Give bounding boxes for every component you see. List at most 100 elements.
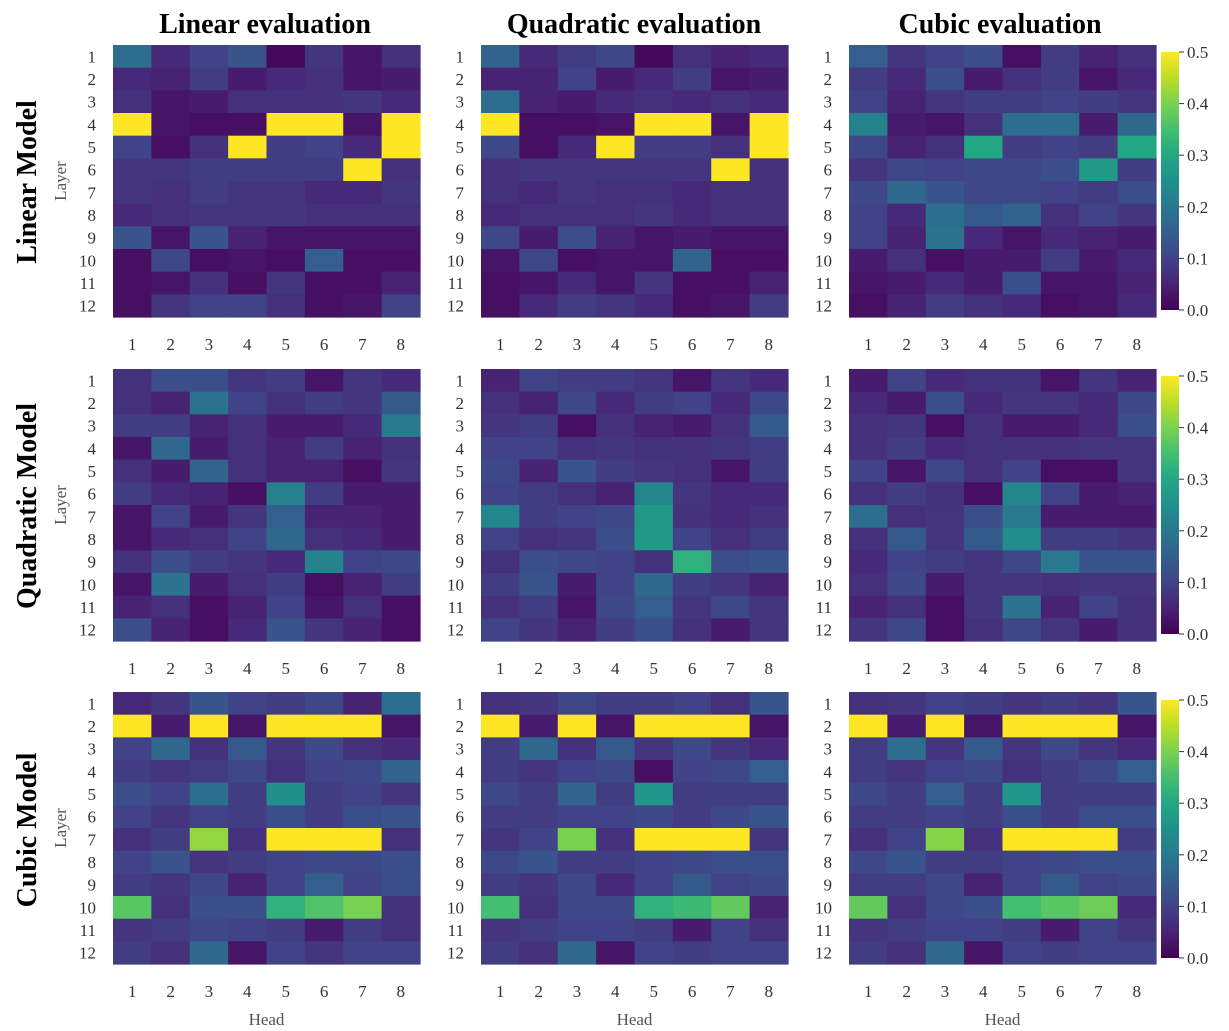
heatmap-cell bbox=[381, 226, 421, 250]
colorbar-tick-label: 0.3 bbox=[1187, 794, 1208, 813]
heatmap-cell bbox=[481, 737, 520, 761]
heatmap-cell bbox=[266, 459, 306, 483]
heatmap-cell bbox=[1079, 45, 1119, 69]
heatmap-cell bbox=[1040, 437, 1080, 461]
heatmap-cell bbox=[481, 918, 520, 942]
heatmap-cell bbox=[151, 896, 191, 920]
heatmap-cell bbox=[189, 203, 229, 227]
heatmap-cell bbox=[151, 437, 191, 461]
heatmap-cell bbox=[1040, 873, 1080, 897]
heatmap-cell bbox=[596, 760, 636, 784]
heatmap-cell bbox=[964, 226, 1004, 250]
heatmap-cell bbox=[151, 249, 191, 273]
heatmap-cell bbox=[266, 527, 306, 551]
heatmap-cell bbox=[519, 527, 559, 551]
heatmap-cell bbox=[189, 158, 229, 182]
heatmap-cell bbox=[749, 618, 789, 642]
heatmap-cell bbox=[557, 181, 597, 205]
heatmap-cell bbox=[519, 941, 559, 965]
heatmap-cell bbox=[964, 158, 1004, 182]
y-tick-label: 9 bbox=[824, 553, 833, 572]
heatmap-cell bbox=[304, 573, 344, 597]
heatmap-cell bbox=[189, 873, 229, 897]
heatmap-cell bbox=[113, 805, 152, 829]
heatmap-cell bbox=[711, 437, 751, 461]
heatmap-cell bbox=[634, 573, 674, 597]
heatmap-cell bbox=[113, 850, 152, 874]
heatmap-cell bbox=[634, 828, 674, 852]
y-axis-label: Layer bbox=[51, 808, 70, 848]
heatmap-cell bbox=[672, 550, 712, 574]
heatmap-cell bbox=[964, 271, 1004, 295]
x-tick-label: 6 bbox=[688, 335, 697, 354]
heatmap-cell bbox=[925, 692, 965, 716]
y-tick-label: 4 bbox=[824, 762, 833, 781]
heatmap-cell bbox=[749, 249, 789, 273]
heatmap-cell bbox=[925, 203, 965, 227]
y-tick-label: 7 bbox=[824, 507, 833, 526]
heatmap-cell bbox=[596, 271, 636, 295]
heatmap-cell bbox=[887, 828, 927, 852]
heatmap-cell bbox=[228, 896, 268, 920]
heatmap-cell bbox=[381, 714, 421, 738]
heatmap-cell bbox=[1079, 527, 1119, 551]
heatmap-cell bbox=[113, 737, 152, 761]
colorbar-tick-label: 0.2 bbox=[1187, 198, 1208, 217]
x-tick-label: 7 bbox=[726, 335, 735, 354]
heatmap-cell bbox=[266, 550, 306, 574]
heatmap-cell bbox=[481, 550, 520, 574]
y-tick-label: 11 bbox=[448, 274, 464, 293]
heatmap-cell bbox=[1117, 896, 1157, 920]
y-tick-label: 5 bbox=[824, 462, 833, 481]
y-tick-label: 8 bbox=[88, 206, 97, 225]
heatmap-cell bbox=[228, 850, 268, 874]
y-tick-label: 11 bbox=[816, 921, 832, 940]
heatmap-cell bbox=[519, 873, 559, 897]
heatmap-cell bbox=[519, 67, 559, 91]
heatmap-cell bbox=[304, 113, 344, 137]
heatmap-cell bbox=[887, 527, 927, 551]
heatmap-cell bbox=[925, 782, 965, 806]
heatmap-cell bbox=[304, 850, 344, 874]
heatmap-cell bbox=[1040, 760, 1080, 784]
heatmap-cell bbox=[1079, 692, 1119, 716]
heatmap-cell bbox=[596, 45, 636, 69]
heatmap-cell bbox=[481, 203, 520, 227]
colorbar-gradient bbox=[1161, 376, 1179, 634]
heatmap-cell bbox=[596, 896, 636, 920]
heatmap-cell bbox=[964, 294, 1004, 318]
colorbar-tick-label: 0.1 bbox=[1187, 897, 1208, 916]
heatmap-cell bbox=[925, 158, 965, 182]
heatmap-cell bbox=[151, 550, 191, 574]
heatmap-cell bbox=[189, 760, 229, 784]
heatmap-cell bbox=[557, 760, 597, 784]
heatmap-cell bbox=[304, 714, 344, 738]
y-tick-label: 12 bbox=[815, 621, 832, 640]
y-tick-label: 12 bbox=[79, 944, 96, 963]
heatmap-cell bbox=[189, 805, 229, 829]
heatmap-cell bbox=[749, 760, 789, 784]
heatmap-cell bbox=[228, 873, 268, 897]
heatmap-cell bbox=[964, 618, 1004, 642]
heatmap-cell bbox=[266, 67, 306, 91]
y-tick-label: 4 bbox=[456, 115, 465, 134]
heatmap-cell bbox=[634, 527, 674, 551]
colorbar-tick-label: 0.5 bbox=[1187, 691, 1208, 710]
x-tick-label: 5 bbox=[649, 659, 658, 678]
x-tick-label: 1 bbox=[128, 659, 137, 678]
heatmap-cell bbox=[481, 692, 520, 716]
colorbar-tick-label: 0.1 bbox=[1187, 249, 1208, 268]
y-tick-label: 4 bbox=[824, 115, 833, 134]
heatmap-cell bbox=[1040, 828, 1080, 852]
heatmap-cell bbox=[481, 527, 520, 551]
heatmap-cell bbox=[113, 391, 152, 415]
y-tick-label: 6 bbox=[824, 161, 833, 180]
heatmap-cell bbox=[1002, 459, 1042, 483]
heatmap-cell bbox=[964, 369, 1004, 393]
heatmap-cell bbox=[481, 482, 520, 506]
heatmap-cell bbox=[672, 113, 712, 137]
heatmap-cell bbox=[925, 896, 965, 920]
heatmap-cell bbox=[634, 482, 674, 506]
y-tick-label: 2 bbox=[824, 394, 833, 413]
heatmap-cell bbox=[887, 618, 927, 642]
